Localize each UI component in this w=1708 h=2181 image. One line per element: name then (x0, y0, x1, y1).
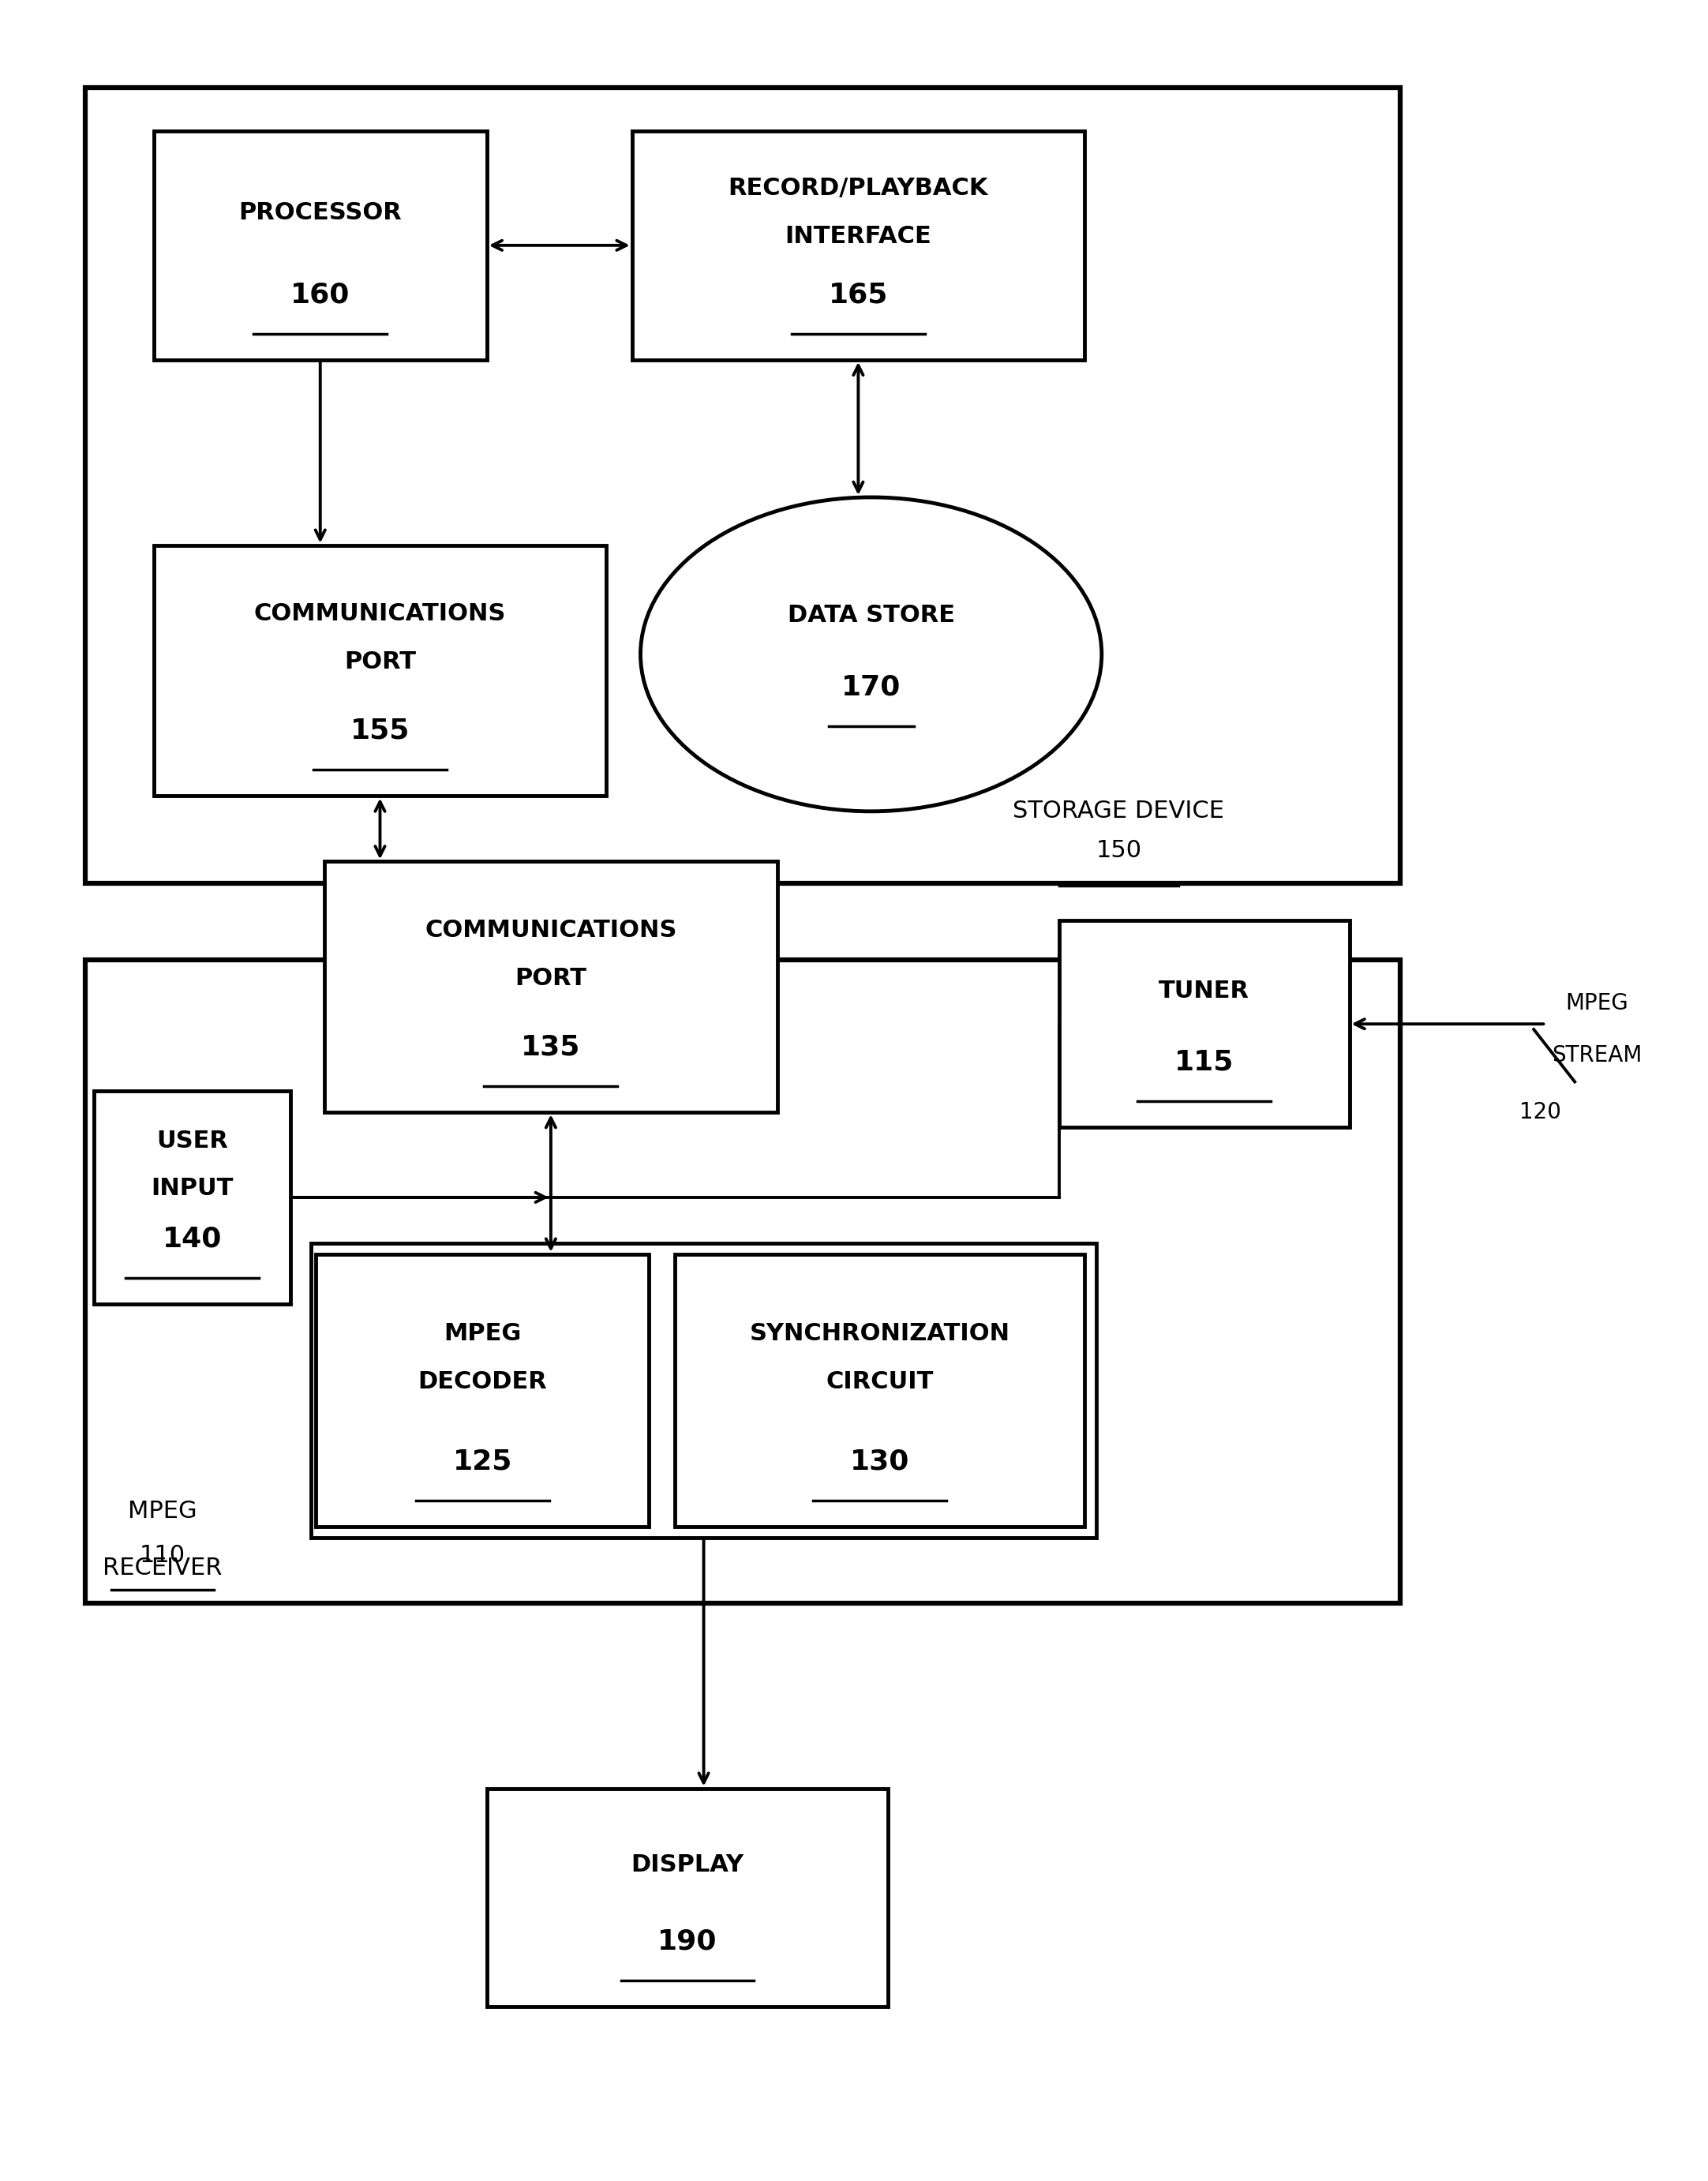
Text: PORT: PORT (514, 966, 588, 990)
FancyBboxPatch shape (316, 1254, 649, 1527)
FancyBboxPatch shape (154, 545, 606, 796)
Text: 120: 120 (1520, 1101, 1561, 1123)
Ellipse shape (640, 497, 1102, 811)
FancyBboxPatch shape (675, 1254, 1085, 1527)
FancyBboxPatch shape (154, 131, 487, 360)
FancyBboxPatch shape (632, 131, 1085, 360)
FancyBboxPatch shape (85, 87, 1401, 883)
Text: 135: 135 (521, 1034, 581, 1060)
Text: RECEIVER: RECEIVER (102, 1557, 222, 1579)
FancyBboxPatch shape (311, 1243, 1097, 1538)
Text: 190: 190 (658, 1928, 717, 1954)
Text: MPEG: MPEG (128, 1501, 196, 1522)
Text: STREAM: STREAM (1553, 1045, 1641, 1067)
Text: DECODER: DECODER (418, 1370, 547, 1394)
Text: INTERFACE: INTERFACE (786, 225, 931, 249)
FancyBboxPatch shape (487, 1788, 888, 2007)
Text: 115: 115 (1175, 1049, 1233, 1075)
Text: 155: 155 (350, 718, 410, 744)
Text: MPEG: MPEG (1566, 992, 1628, 1014)
FancyBboxPatch shape (325, 861, 777, 1112)
Text: 150: 150 (1097, 840, 1141, 861)
Text: PROCESSOR: PROCESSOR (239, 201, 401, 225)
Text: CIRCUIT: CIRCUIT (825, 1370, 934, 1394)
Text: STORAGE DEVICE: STORAGE DEVICE (1013, 800, 1225, 822)
Text: 130: 130 (851, 1448, 909, 1474)
Text: PORT: PORT (343, 650, 417, 674)
Text: COMMUNICATIONS: COMMUNICATIONS (425, 918, 676, 942)
Text: RECORD/PLAYBACK: RECORD/PLAYBACK (728, 177, 989, 201)
Text: TUNER: TUNER (1158, 979, 1250, 1003)
Text: MPEG: MPEG (444, 1322, 521, 1346)
Text: 165: 165 (828, 281, 888, 308)
Text: USER: USER (157, 1130, 227, 1152)
Text: 160: 160 (290, 281, 350, 308)
Text: DATA STORE: DATA STORE (787, 604, 955, 626)
Text: DISPLAY: DISPLAY (630, 1854, 745, 1876)
Text: 140: 140 (162, 1226, 222, 1252)
FancyBboxPatch shape (1059, 920, 1349, 1128)
Text: SYNCHRONIZATION: SYNCHRONIZATION (750, 1322, 1009, 1346)
FancyBboxPatch shape (94, 1090, 290, 1304)
Text: COMMUNICATIONS: COMMUNICATIONS (254, 602, 506, 626)
Text: INPUT: INPUT (150, 1178, 234, 1200)
Text: 170: 170 (842, 674, 900, 700)
Text: 110: 110 (140, 1544, 184, 1566)
FancyBboxPatch shape (85, 960, 1401, 1603)
Text: 125: 125 (453, 1448, 512, 1474)
